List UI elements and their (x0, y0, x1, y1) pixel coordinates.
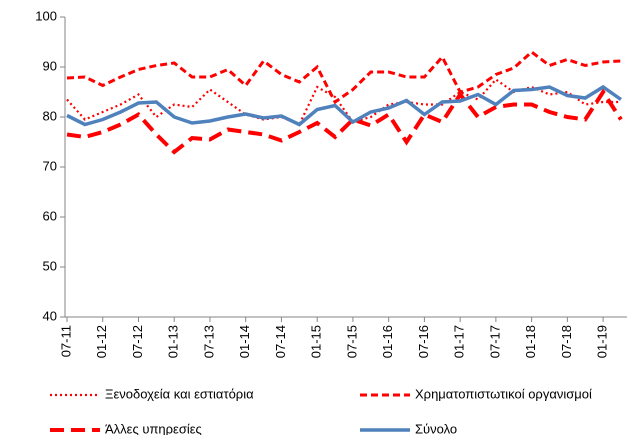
legend-label: Σύνολο (415, 421, 457, 435)
x-tick-label: 07-11 (58, 325, 73, 357)
legend-label: Άλλες υπηρεσίες (105, 421, 202, 435)
y-tick-label: 100 (35, 8, 57, 23)
legend-label: Χρηματοπιστωτικοί οργανισμοί (415, 386, 592, 401)
x-tick-label: 07-13 (201, 325, 216, 358)
x-tick-label: 07-16 (416, 325, 431, 358)
x-tick-label: 01-15 (309, 325, 324, 358)
series-line (66, 78, 621, 126)
y-tick-label: 50 (43, 258, 57, 273)
x-tick-label: 01-16 (380, 325, 395, 358)
y-tick-label: 70 (43, 158, 57, 173)
x-tick-label: 01-13 (166, 325, 181, 358)
x-tick-label: 01-17 (452, 325, 467, 358)
x-tick-label: 01-19 (595, 325, 610, 358)
y-tick-label: 40 (43, 308, 57, 323)
x-tick-label: 01-12 (94, 325, 109, 358)
series-line (66, 88, 623, 155)
x-tick-label: 01-18 (523, 325, 538, 358)
y-tick-label: 60 (43, 208, 57, 223)
x-tick-label: 07-18 (559, 325, 574, 358)
x-tick-label: 07-15 (344, 325, 359, 358)
x-tick-label: 01-14 (237, 325, 252, 358)
legend-label: Ξενοδοχεία και εστιατόρια (105, 386, 254, 401)
x-tick-label: 07-17 (487, 325, 502, 358)
y-tick-label: 80 (43, 108, 57, 123)
series-line (66, 50, 622, 105)
series-line (66, 84, 622, 127)
x-tick-label: 07-12 (130, 325, 145, 358)
y-tick-label: 90 (43, 58, 57, 73)
x-tick-label: 07-14 (273, 325, 288, 358)
